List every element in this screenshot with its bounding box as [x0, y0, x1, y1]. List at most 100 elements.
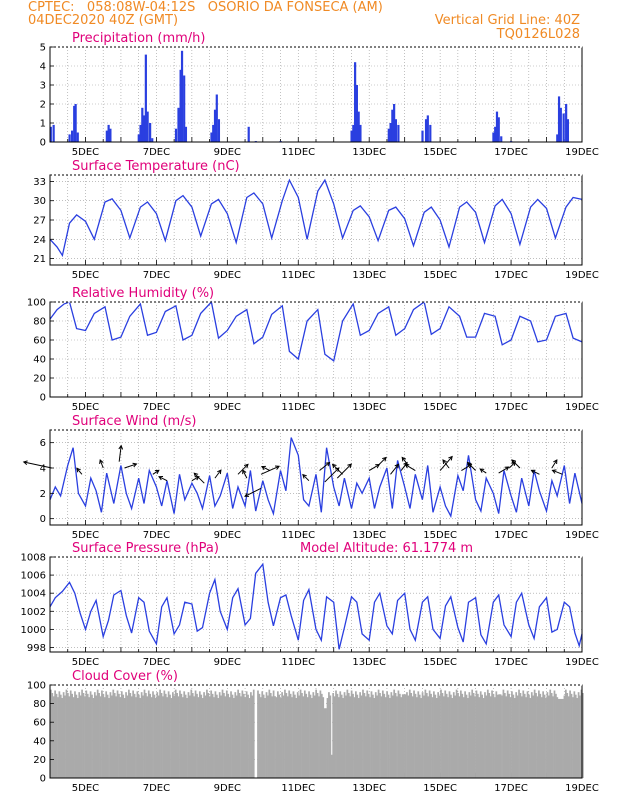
wind-arrow-0: [23, 461, 52, 469]
cloud-bar-169: [289, 693, 292, 778]
cloud-bar-183: [309, 694, 312, 778]
wind-arrow-23: [400, 462, 408, 471]
cloud-bar-368: [572, 697, 574, 778]
wind-arrow-9: [214, 469, 222, 479]
pres-series-line: [49, 562, 583, 650]
wind-arrow-head-21: [382, 456, 387, 462]
cloud-bar-42: [109, 692, 112, 778]
wind-xtick-6: 17DEC: [494, 530, 528, 541]
cloud-bar-102: [194, 690, 197, 778]
cloud-bar-221: [363, 692, 366, 778]
cloud-bar-154: [268, 689, 271, 778]
cloud-bar-121: [221, 689, 224, 778]
wind-xtick-1: 7DEC: [143, 530, 170, 541]
cloud-bar-34: [98, 692, 100, 778]
cloud-bar-229: [374, 692, 377, 778]
cloud-bar-248: [401, 694, 404, 778]
cloud-bar-85: [170, 698, 173, 778]
cloud-bar-80: [163, 690, 166, 778]
cloud-bar-191: [320, 693, 323, 778]
cloud-bar-59: [133, 693, 136, 778]
cloud-bar-148: [259, 697, 262, 778]
cloud-bar-238: [387, 694, 390, 778]
precip-bar-2: [68, 134, 71, 142]
cloud-bar-60: [135, 697, 137, 778]
cloud-bar-301: [477, 693, 479, 778]
cloud-bar-19: [76, 698, 79, 778]
pres-xtick-2: 9DEC: [214, 657, 241, 668]
precip-bar-55: [557, 96, 561, 142]
cloud-bar-156: [271, 696, 274, 778]
precip-bar-0: [49, 126, 52, 142]
cloud-ytick-3: 60: [33, 718, 46, 729]
cloud-bar-21: [79, 695, 82, 778]
temp-ytick-1: 24: [33, 235, 46, 246]
cloud-bar-4: [55, 693, 58, 778]
rh-xtick-6: 17DEC: [494, 402, 528, 413]
cloud-bar-345: [539, 693, 542, 778]
temp-xtick-3: 11DEC: [281, 270, 315, 281]
cloud-bar-112: [208, 696, 211, 778]
rh-ytick-3: 60: [33, 336, 46, 347]
cloud-bar-352: [549, 689, 552, 778]
wind-arrow-head-2: [99, 459, 104, 465]
wind-xtick-7: 19DEC: [565, 530, 599, 541]
wind-arrow-31: [498, 466, 509, 474]
wind-arrow-head-1: [76, 467, 81, 473]
cloud-bar-245: [397, 690, 400, 778]
cloud-bar-319: [502, 689, 505, 778]
cloud-bar-241: [391, 695, 394, 778]
cloud-bar-350: [546, 692, 549, 778]
cloud-bar-237: [386, 691, 388, 778]
cloud-bar-335: [525, 697, 527, 778]
cloud-bar-37: [102, 693, 105, 778]
wind-xtick-4: 13DEC: [352, 530, 386, 541]
cloud-bar-344: [538, 690, 540, 778]
cloud-bar-90: [177, 696, 180, 778]
cloud-bar-98: [189, 695, 191, 778]
precip-xtick-4: 13DEC: [352, 147, 386, 158]
cloud-bar-100: [191, 692, 194, 778]
cloud-bar-187: [315, 689, 318, 778]
temp-xtick-7: 19DEC: [565, 270, 599, 281]
precip-bar-18: [174, 128, 178, 142]
precip-bar-40: [391, 109, 394, 142]
cloud-bar-370: [574, 694, 577, 778]
cloud-bar-127: [230, 691, 232, 778]
cloud-bar-324: [509, 697, 512, 778]
rh-xtick-5: 15DEC: [423, 402, 457, 413]
header-line2-right: Vertical Grid Line: 40Z: [434, 13, 580, 28]
cloud-bar-78: [160, 692, 163, 778]
precip-bar-29: [247, 126, 250, 142]
cloud-bar-6: [58, 691, 61, 778]
wind-arrow-head-15: [302, 473, 307, 479]
cloud-bar-51: [122, 694, 125, 778]
wind-ytick-3: 6: [40, 438, 46, 449]
cloud-bar-164: [282, 695, 285, 778]
wind-arrow-head-9: [217, 469, 222, 475]
wind-arrow-13: [244, 487, 262, 497]
cloud-bar-247: [400, 697, 403, 778]
wind-arrow-30: [479, 468, 487, 474]
wind-series-line: [49, 437, 583, 519]
cloud-bar-38: [103, 697, 106, 778]
cloud-bar-70: [149, 693, 152, 778]
cloud-bar-253: [408, 689, 411, 778]
temp-xtick-5: 15DEC: [423, 270, 457, 281]
cloud-bar-262: [421, 692, 424, 778]
cloud-bar-84: [169, 694, 171, 778]
cloud-bar-244: [396, 696, 398, 778]
cloud-bar-320: [503, 692, 506, 778]
temp-panel: 21 24 27 30 33 5DEC 7DEC 9DEC 11DEC 13DEC 15DEC 17D…: [33, 159, 599, 281]
cloud-bar-153: [267, 695, 269, 778]
cloud-bar-317: [499, 694, 502, 778]
cloud-bar-360: [560, 698, 563, 778]
cloud-bar-157: [272, 690, 275, 778]
cloud-bar-233: [380, 696, 383, 778]
cloud-bar-66: [143, 689, 146, 778]
cloud-bar-346: [540, 697, 543, 778]
temp-ytick-2: 27: [33, 216, 46, 227]
cloud-bar-68: [146, 696, 149, 778]
cloud-bar-198: [330, 754, 333, 778]
